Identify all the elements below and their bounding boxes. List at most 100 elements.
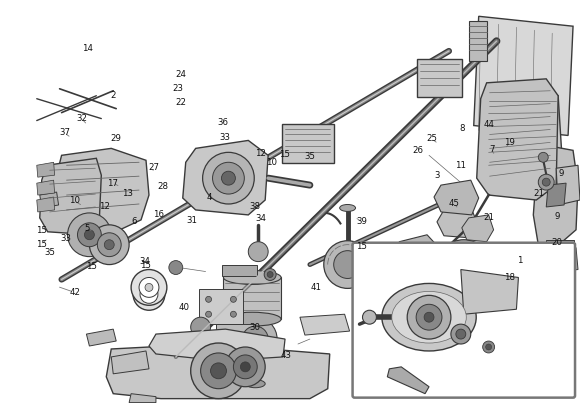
Polygon shape <box>364 252 427 317</box>
Circle shape <box>333 250 361 278</box>
Text: 15: 15 <box>86 262 97 271</box>
Text: 12: 12 <box>255 149 266 158</box>
Circle shape <box>451 324 471 344</box>
Ellipse shape <box>246 380 265 388</box>
Ellipse shape <box>131 269 167 305</box>
Text: 33: 33 <box>60 234 71 243</box>
Text: 30: 30 <box>249 323 260 332</box>
Text: 28: 28 <box>157 182 168 191</box>
Text: 2: 2 <box>110 91 116 100</box>
Circle shape <box>84 230 94 240</box>
Circle shape <box>407 295 451 339</box>
Circle shape <box>201 353 236 389</box>
Text: 4: 4 <box>206 193 212 202</box>
Circle shape <box>212 162 244 194</box>
Text: 15: 15 <box>36 240 47 248</box>
Polygon shape <box>533 145 578 250</box>
Polygon shape <box>40 158 101 235</box>
Circle shape <box>77 223 101 247</box>
Circle shape <box>191 317 211 337</box>
Ellipse shape <box>139 278 159 297</box>
Ellipse shape <box>340 204 356 211</box>
Text: 29: 29 <box>111 134 121 143</box>
Text: 26: 26 <box>413 146 424 155</box>
Polygon shape <box>149 329 285 361</box>
Polygon shape <box>183 141 268 215</box>
Polygon shape <box>129 393 156 403</box>
Circle shape <box>485 263 496 276</box>
Text: 35: 35 <box>304 152 315 161</box>
Text: 9: 9 <box>558 169 563 179</box>
Circle shape <box>407 248 427 267</box>
Circle shape <box>416 304 442 330</box>
Circle shape <box>424 312 434 322</box>
Circle shape <box>240 362 250 372</box>
Circle shape <box>456 329 466 339</box>
Text: 10: 10 <box>69 196 80 205</box>
Polygon shape <box>556 165 580 205</box>
Circle shape <box>205 297 211 302</box>
Circle shape <box>538 152 548 162</box>
Bar <box>469 21 487 61</box>
Text: 36: 36 <box>217 118 228 127</box>
Text: 24: 24 <box>176 70 187 79</box>
Circle shape <box>446 250 482 285</box>
Text: 11: 11 <box>455 160 466 170</box>
Polygon shape <box>223 278 281 319</box>
Circle shape <box>382 269 412 299</box>
Text: 12: 12 <box>100 202 111 210</box>
Text: 5: 5 <box>85 223 90 233</box>
Polygon shape <box>434 180 479 215</box>
Ellipse shape <box>382 284 476 351</box>
Text: 32: 32 <box>76 114 87 124</box>
Polygon shape <box>461 269 519 314</box>
Text: 22: 22 <box>176 98 187 107</box>
Polygon shape <box>300 314 350 335</box>
Text: 38: 38 <box>249 202 260 210</box>
Circle shape <box>242 326 268 352</box>
Circle shape <box>169 261 183 274</box>
Polygon shape <box>107 344 330 399</box>
Circle shape <box>249 242 268 261</box>
Text: 39: 39 <box>356 217 367 226</box>
Circle shape <box>456 260 472 276</box>
Polygon shape <box>437 207 477 238</box>
Polygon shape <box>503 248 523 267</box>
Polygon shape <box>40 192 59 208</box>
Circle shape <box>211 363 226 379</box>
Circle shape <box>324 241 371 288</box>
Polygon shape <box>54 148 149 235</box>
Text: 15: 15 <box>356 242 367 250</box>
Text: 20: 20 <box>551 238 562 247</box>
Circle shape <box>233 317 277 361</box>
Text: 40: 40 <box>179 303 190 311</box>
Text: 13: 13 <box>122 189 133 198</box>
Text: 1: 1 <box>517 256 522 265</box>
Text: 16: 16 <box>152 210 164 219</box>
Text: 19: 19 <box>504 138 515 147</box>
Polygon shape <box>477 79 558 200</box>
Text: 3: 3 <box>435 171 440 181</box>
Bar <box>417 59 462 97</box>
Circle shape <box>230 311 236 317</box>
Circle shape <box>104 240 114 250</box>
Circle shape <box>440 246 454 260</box>
Polygon shape <box>37 180 55 195</box>
Text: 41: 41 <box>310 282 321 292</box>
Circle shape <box>203 152 254 204</box>
Text: 43: 43 <box>281 351 292 360</box>
Bar <box>222 265 257 276</box>
Text: 37: 37 <box>59 128 70 137</box>
Text: 44: 44 <box>483 120 494 129</box>
Text: 18: 18 <box>504 273 515 282</box>
Circle shape <box>443 249 450 256</box>
Ellipse shape <box>140 285 158 303</box>
Polygon shape <box>462 215 494 242</box>
Bar <box>198 289 243 324</box>
Text: 35: 35 <box>44 248 55 257</box>
Text: 27: 27 <box>148 162 159 172</box>
Circle shape <box>267 271 273 278</box>
Ellipse shape <box>133 278 165 310</box>
Ellipse shape <box>223 312 281 326</box>
Text: 15: 15 <box>279 150 290 159</box>
